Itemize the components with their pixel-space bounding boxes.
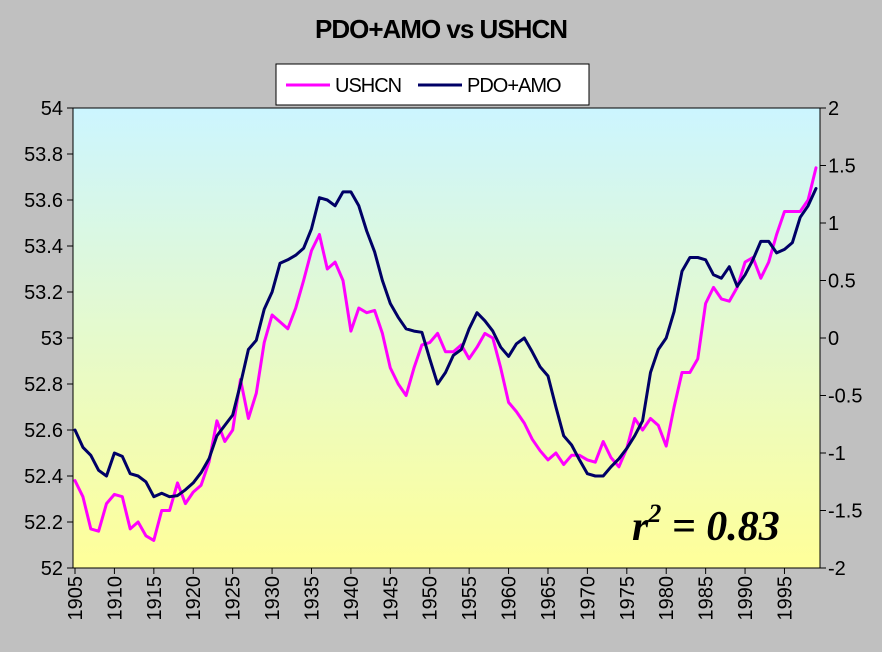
series-line-pdo-amo <box>73 187 818 499</box>
x-tick-label: 1940 <box>341 576 363 621</box>
y-right-tick-label: -0.5 <box>828 386 862 408</box>
legend-label-pdo-amo: PDO+AMO <box>467 75 561 97</box>
x-tick-label: 1920 <box>183 576 205 621</box>
x-tick-label: 1970 <box>577 576 599 621</box>
x-tick-label: 1945 <box>380 576 402 621</box>
y-left-tick-label: 53.2 <box>24 282 63 304</box>
y-left-tick-label: 53.6 <box>24 190 63 212</box>
x-tick-label: 1925 <box>223 576 245 621</box>
y-right-tick-label: 2 <box>828 98 839 120</box>
x-tick-label: 1930 <box>262 576 284 621</box>
y-right-tick-label: 1 <box>828 213 839 235</box>
x-tick-label: 1910 <box>104 576 126 621</box>
y-left-tick-label: 53.8 <box>24 144 63 166</box>
r-squared-base: r <box>632 504 649 550</box>
x-tick-label: 1905 <box>65 576 87 621</box>
series-layer <box>73 166 818 542</box>
x-tick-label: 1980 <box>656 576 678 621</box>
x-tick-label: 1975 <box>617 576 639 621</box>
y-right-tick-label: -1.5 <box>828 501 862 523</box>
r-squared-annotation: r2 = 0.83 <box>632 499 780 550</box>
x-tick-label: 1960 <box>499 576 521 621</box>
y-left-tick-label: 53.4 <box>24 236 63 258</box>
y-left-tick-label: 53 <box>41 328 63 350</box>
y-left-tick-label: 52.8 <box>24 374 63 396</box>
y-left-tick-label: 52 <box>41 558 63 580</box>
r-squared-superscript: 2 <box>647 499 661 528</box>
y-left-tick-label: 52.6 <box>24 420 63 442</box>
y-right-tick-label: -1 <box>828 443 846 465</box>
y-right-tick-label: 0 <box>828 328 839 350</box>
legend: USHCN PDO+AMO <box>275 63 590 106</box>
y-right-tick-label: -2 <box>828 558 846 580</box>
x-tick-label: 1985 <box>696 576 718 621</box>
series-line-ushcn <box>73 166 818 542</box>
x-tick-label: 1950 <box>420 576 442 621</box>
y-left-tick-label: 54 <box>41 98 63 120</box>
x-tick-label: 1955 <box>459 576 481 621</box>
legend-label-ushcn: USHCN <box>335 75 401 97</box>
y-left-tick-label: 52.4 <box>24 466 63 488</box>
plot-area <box>72 107 821 569</box>
x-tick-label: 1915 <box>144 576 166 621</box>
x-tick-label: 1935 <box>301 576 323 621</box>
chart-title: PDO+AMO vs USHCN <box>315 14 567 44</box>
x-tick-label: 1965 <box>538 576 560 621</box>
y-right-tick-label: 0.5 <box>828 271 856 293</box>
r-squared-value: = 0.83 <box>661 504 779 550</box>
x-tick-label: 1990 <box>735 576 757 621</box>
x-tick-label: 1995 <box>774 576 796 621</box>
axes: 52 52.2 52.4 52.6 52.8 53 53.2 53.4 53.6 53.8 54 -2… <box>24 98 862 621</box>
y-right-tick-label: 1.5 <box>828 156 856 178</box>
y-left-tick-label: 52.2 <box>24 512 63 534</box>
